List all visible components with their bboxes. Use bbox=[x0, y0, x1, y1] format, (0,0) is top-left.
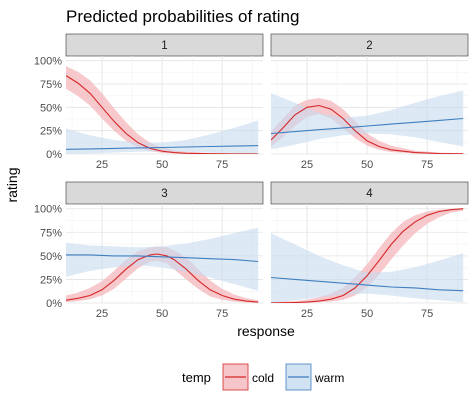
x-tick-label: 50 bbox=[156, 159, 168, 171]
series-line-warm bbox=[66, 254, 259, 263]
x-tick-label: 75 bbox=[421, 159, 433, 171]
y-tick-label: 0% bbox=[46, 298, 62, 310]
ci-band-warm bbox=[66, 227, 259, 291]
panel-data bbox=[66, 66, 259, 154]
panel-strip-label: 1 bbox=[161, 40, 167, 52]
series-line-cold bbox=[271, 104, 464, 154]
panel-strip bbox=[65, 181, 264, 205]
legend-key-warm: warm bbox=[285, 363, 344, 391]
x-tick-label: 75 bbox=[216, 159, 228, 171]
x-tick-label: 50 bbox=[361, 159, 373, 171]
x-axis-title: response bbox=[237, 323, 295, 339]
panel-4: 4 25 50 75 bbox=[270, 181, 469, 320]
panel-data bbox=[271, 90, 464, 154]
ci-band-warm bbox=[271, 233, 464, 303]
series-line-cold bbox=[271, 208, 464, 303]
panel-2: 2 25 50 75 bbox=[270, 33, 469, 171]
series-line-warm bbox=[271, 276, 464, 292]
series-line-warm bbox=[66, 145, 259, 150]
panel-strip bbox=[270, 33, 469, 57]
x-tick-label: 25 bbox=[96, 159, 108, 171]
x-tick-label: 75 bbox=[216, 308, 228, 320]
ci-band-warm bbox=[271, 90, 464, 150]
y-tick-label: 50% bbox=[40, 102, 62, 114]
x-tick-label: 50 bbox=[361, 308, 373, 320]
y-tick-label: 75% bbox=[40, 227, 62, 239]
legend-key-cold: cold bbox=[222, 363, 274, 391]
panel-strip bbox=[65, 33, 264, 57]
x-tick-label: 25 bbox=[301, 308, 313, 320]
panel-1: 1 0% 25% 50% 75% 100% 25 50 75 bbox=[34, 33, 264, 171]
panel-strip-label: 3 bbox=[161, 188, 167, 200]
y-tick-label: 50% bbox=[40, 251, 62, 263]
ci-band-cold bbox=[271, 98, 464, 154]
ci-band-cold bbox=[271, 208, 464, 303]
y-tick-label: 25% bbox=[40, 126, 62, 138]
panel-strip-label: 2 bbox=[366, 40, 372, 52]
y-tick-label: 75% bbox=[40, 79, 62, 91]
series-line-warm bbox=[271, 117, 464, 135]
legend-label-cold: cold bbox=[252, 371, 274, 385]
series-line-cold bbox=[66, 253, 259, 303]
y-tick-label: 100% bbox=[34, 204, 62, 216]
panel-strip-label: 4 bbox=[366, 188, 373, 200]
ci-band-warm bbox=[66, 120, 259, 154]
y-tick-label: 0% bbox=[46, 149, 62, 161]
chart-title: Predicted probabilities of rating bbox=[66, 7, 299, 26]
x-tick-label: 25 bbox=[301, 159, 313, 171]
panel-data bbox=[66, 227, 259, 303]
panel-data bbox=[271, 208, 464, 303]
x-tick-label: 75 bbox=[421, 308, 433, 320]
y-axis-title: rating bbox=[4, 167, 20, 202]
panels: 1 0% 25% 50% 75% 100% 25 50 75 2 25 50 75 3 0% 25% 50% 75… bbox=[34, 33, 469, 320]
legend-title: temp bbox=[182, 370, 211, 385]
x-tick-label: 25 bbox=[96, 308, 108, 320]
ci-band-cold bbox=[66, 246, 259, 303]
y-tick-label: 100% bbox=[34, 56, 62, 68]
legend: temp cold warm bbox=[182, 363, 344, 391]
series-line-cold bbox=[66, 75, 259, 154]
y-tick-label: 25% bbox=[40, 274, 62, 286]
x-tick-label: 50 bbox=[156, 308, 168, 320]
panel-3: 3 0% 25% 50% 75% 100% 25 50 75 bbox=[34, 181, 264, 320]
panel-strip bbox=[270, 181, 469, 205]
legend-label-warm: warm bbox=[314, 371, 344, 385]
